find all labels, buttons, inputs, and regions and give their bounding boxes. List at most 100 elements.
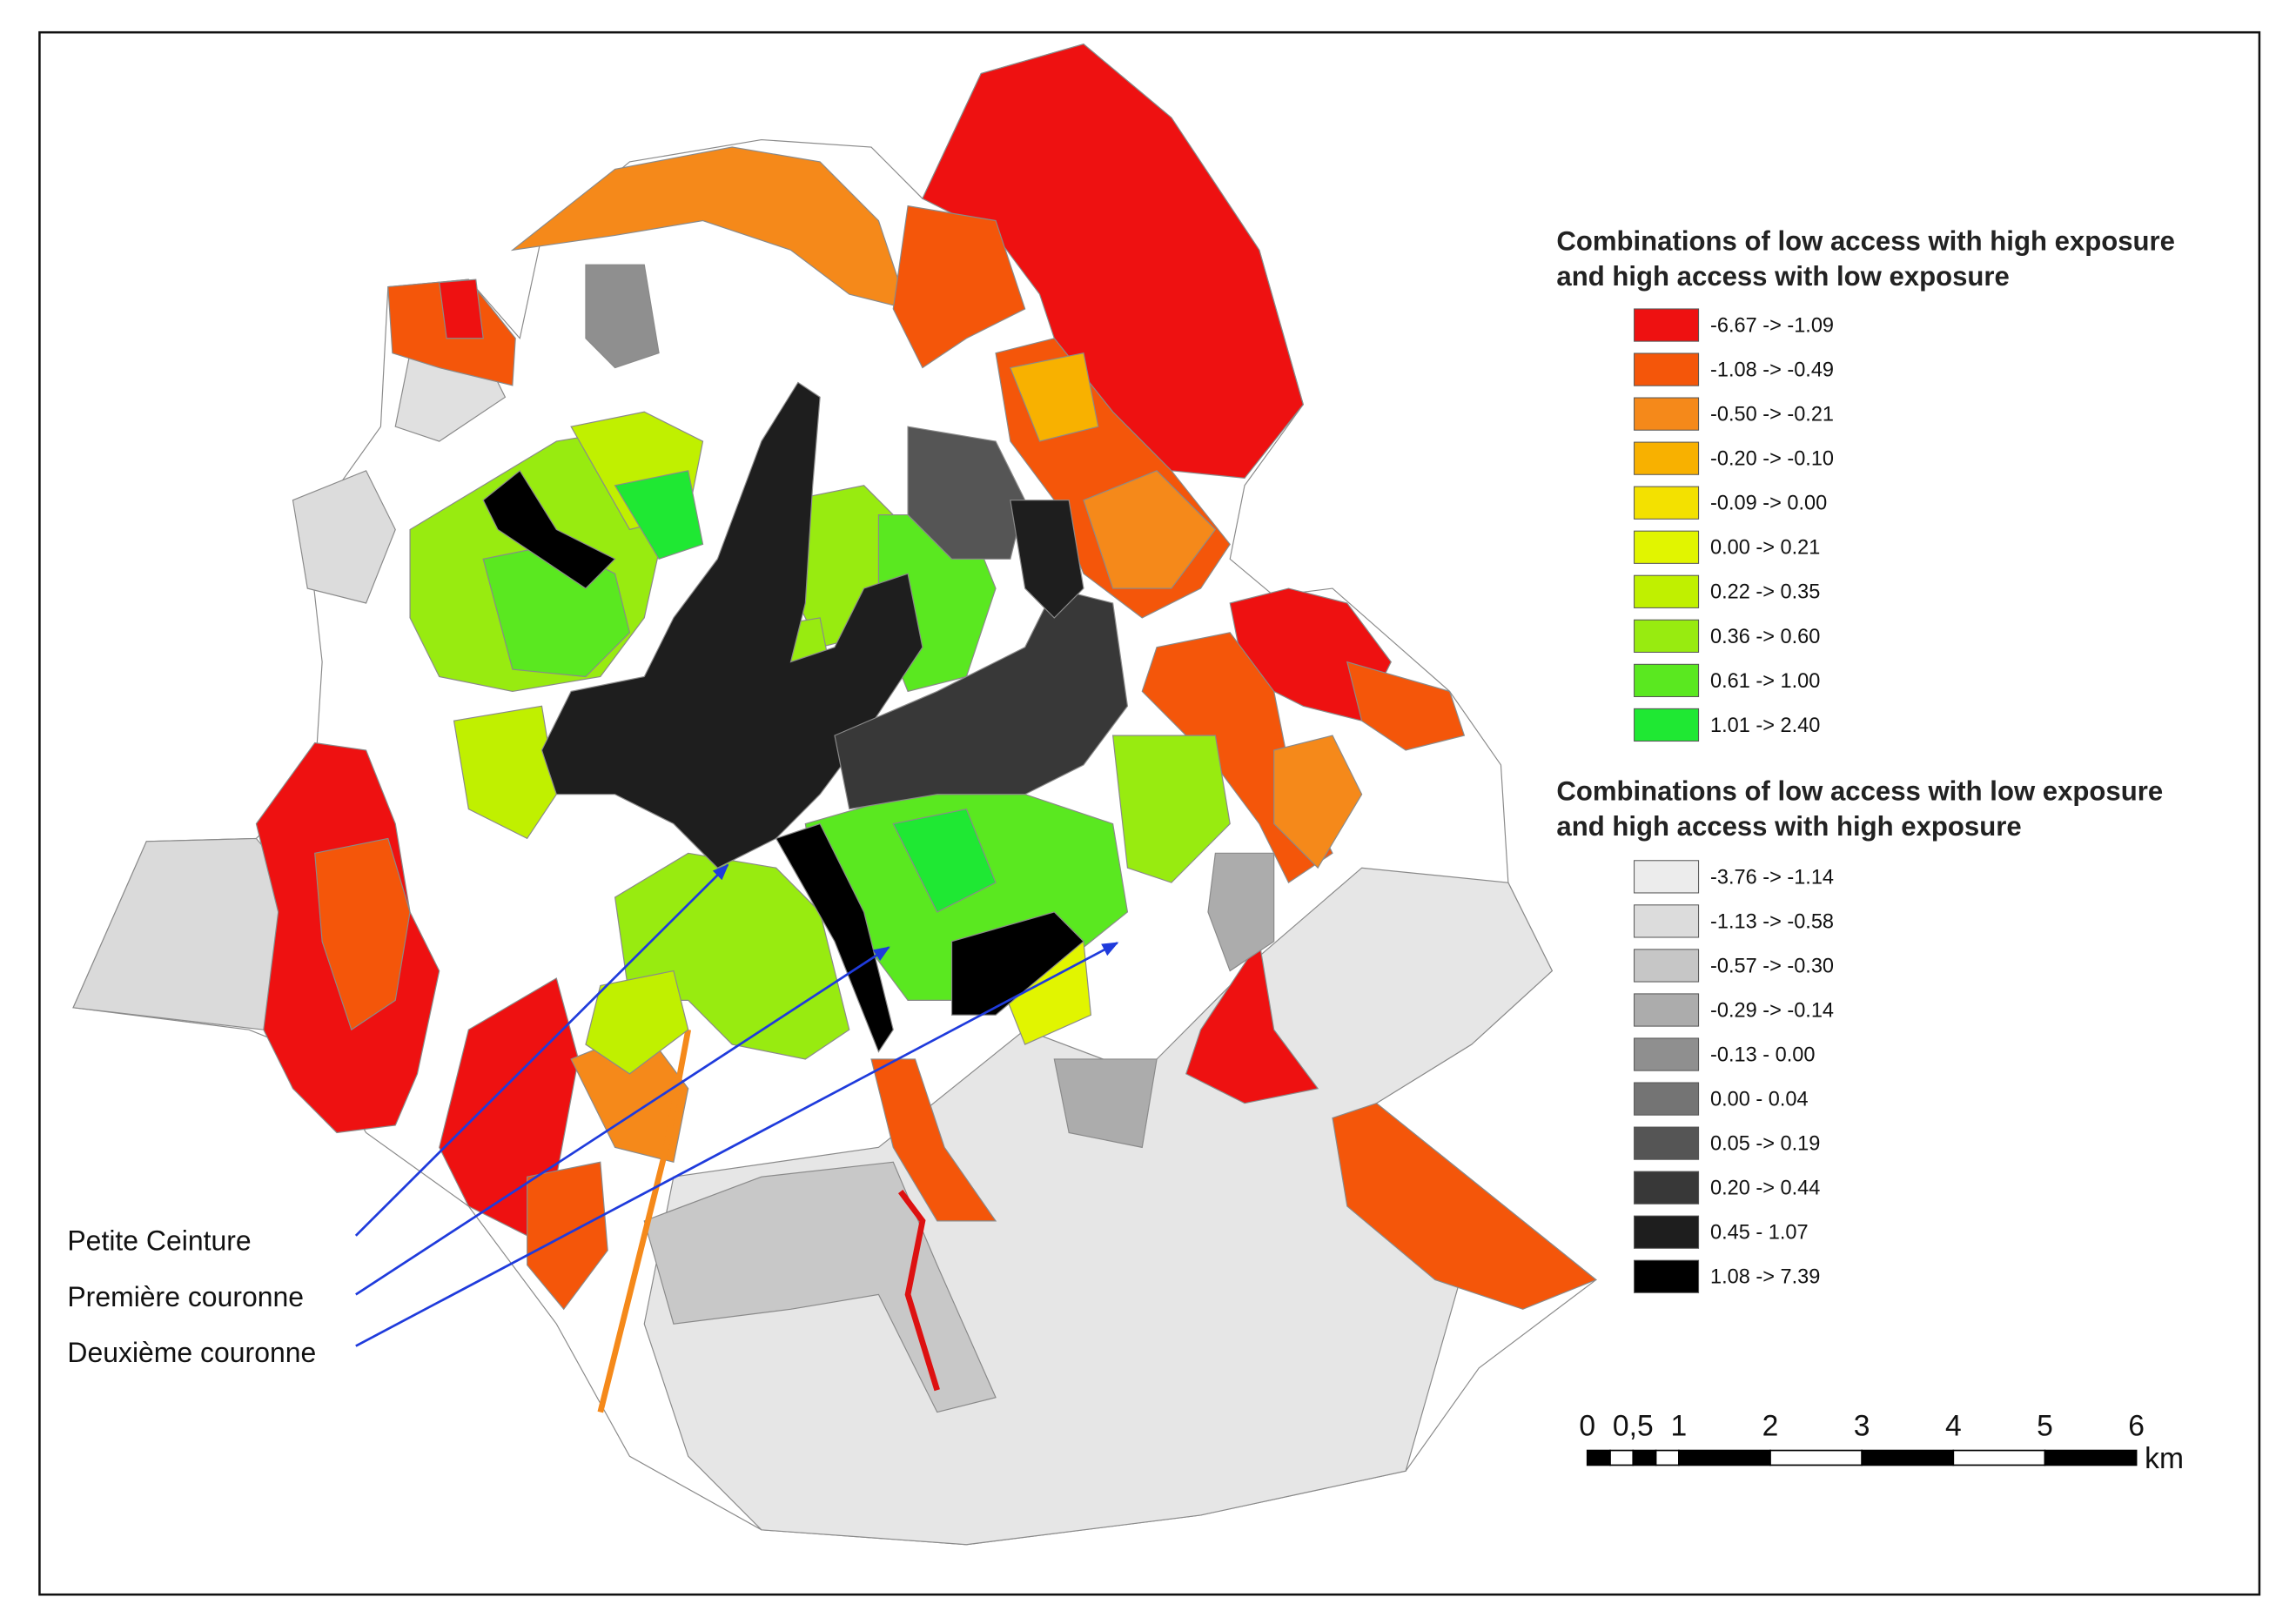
legend-label: 1.08 -> 7.39 [1710,1266,1820,1289]
legend-label: -0.20 -> -0.10 [1710,448,1834,471]
legend-swatch [1634,1082,1700,1116]
scale-label: 5 [2037,1410,2053,1443]
scale-segment [2044,1449,2138,1466]
scale-segment [1632,1449,1657,1466]
scale-segment [1586,1449,1611,1466]
legend-title: Combinations of low access with high exp… [1556,225,2175,256]
region [585,264,660,369]
region [834,587,1129,810]
region [870,1058,997,1222]
legend-swatch [1634,663,1700,697]
region [1083,470,1217,589]
region [614,470,704,560]
region [1053,1058,1158,1149]
scale-label: 2 [1762,1410,1779,1443]
region [314,837,411,1031]
legend-label: -3.76 -> -1.14 [1710,866,1834,889]
map [72,44,1597,1546]
legend-title: Combinations of low access with low expo… [1556,775,2163,806]
region [540,381,923,869]
annotation-arrow [355,946,890,1296]
region [1111,735,1231,883]
legend-label: -6.67 -> -1.09 [1710,314,1834,337]
region [643,1161,997,1413]
legend-swatch [1634,397,1700,431]
region [453,705,557,840]
scale-label: 4 [1945,1410,1962,1443]
legend-title: and high access with high exposure [1556,811,2021,842]
legend-label: 1.01 -> 2.40 [1710,715,1820,737]
legend-swatch [1634,352,1700,386]
region [907,426,1026,560]
legend-label: 0.05 -> 0.19 [1710,1133,1820,1156]
region [1010,500,1084,619]
legend-swatch [1634,619,1700,653]
region [1346,661,1466,751]
legend-swatch [1634,904,1700,938]
region [1332,1103,1597,1310]
scale-segment [1769,1449,1863,1466]
legend-swatch [1634,308,1700,342]
scale-label: 1 [1671,1410,1688,1443]
region [897,1190,940,1392]
scale-label: 6 [2128,1410,2145,1443]
legend-label: 0.45 - 1.07 [1710,1222,1809,1245]
legend-title: and high access with low exposure [1556,261,2009,292]
region [439,278,484,339]
scale-segment [1861,1449,1955,1466]
legend-swatch [1634,993,1700,1027]
legend-label: 0.22 -> 0.35 [1710,581,1820,604]
region [892,205,1026,369]
legend-swatch [1634,441,1700,475]
region [892,808,997,913]
annotation-arrow [355,942,1119,1347]
scale-label: 0 [1579,1410,1595,1443]
legend-label: -1.13 -> -0.58 [1710,910,1834,933]
scale-bar: 0 0,5 1 2 3 4 5 6km [1579,1410,2184,1475]
annotations: Petite Ceinture Première couronne Deuxième… [67,863,1119,1368]
scale-label: 0,5 [1613,1410,1654,1443]
annotation-label: Petite Ceinture [67,1225,251,1257]
legend-label: -0.29 -> -0.14 [1710,999,1834,1022]
legend-swatch [1634,708,1700,742]
annotation-label: Première couronne [67,1281,304,1312]
legend-swatch [1634,1215,1700,1249]
legend-label: 0.00 - 0.04 [1710,1088,1809,1111]
legend-swatch [1634,486,1700,520]
scale-unit: km [2145,1442,2184,1475]
scale-segment [1952,1449,2046,1466]
annotation-label: Deuxième couronne [67,1337,316,1368]
legend: Combinations of low access with high exp… [1556,225,2175,742]
scale-segment [1655,1449,1680,1466]
legend-label: -0.09 -> 0.00 [1710,493,1827,515]
region [527,1161,608,1311]
legend-swatch [1634,1171,1700,1205]
region [482,469,616,589]
region [1273,735,1363,869]
legend-label: -0.57 -> -0.30 [1710,955,1834,977]
legend-swatch [1634,949,1700,983]
legend-label: 0.20 -> 0.44 [1710,1178,1820,1200]
legend-label: -1.08 -> -0.49 [1710,359,1834,381]
region [597,1029,692,1413]
region [292,470,396,604]
scale-label: 3 [1854,1410,1870,1443]
scale-segment [1678,1449,1771,1466]
region [950,911,1084,1016]
region [922,44,1304,479]
legend-label: 0.00 -> 0.21 [1710,537,1820,560]
legend-label: -0.50 -> -0.21 [1710,404,1834,426]
legend-swatch [1634,1259,1700,1293]
region [1207,852,1275,972]
legend-swatch [1634,1126,1700,1160]
region [1010,352,1099,442]
scale-segment [1609,1449,1635,1466]
region [775,822,894,1053]
legend-swatch [1634,530,1700,564]
legend-swatch [1634,860,1700,894]
legend-label: 0.36 -> 0.60 [1710,626,1820,648]
legend-label: 0.61 -> 1.00 [1710,670,1820,693]
legend-swatch [1634,1037,1700,1071]
